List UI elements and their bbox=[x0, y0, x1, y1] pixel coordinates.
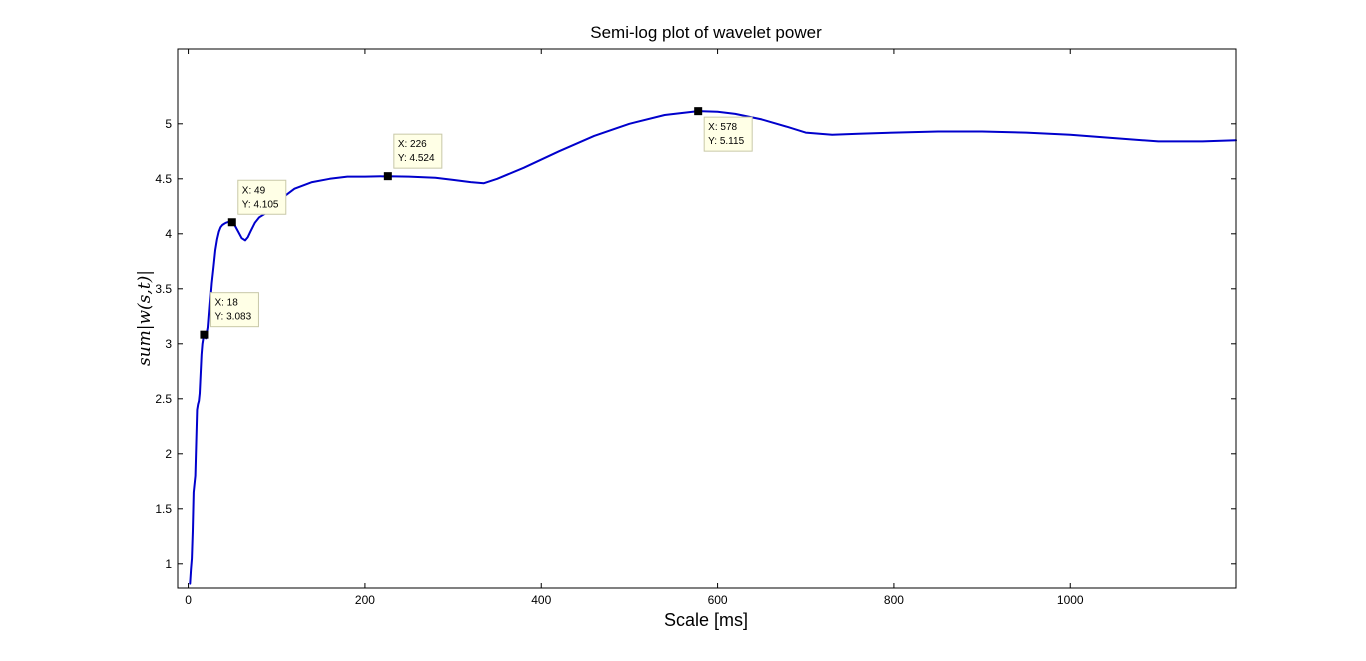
datatip-y-text: Y: 4.105 bbox=[242, 199, 279, 210]
datatip-y-text: Y: 5.115 bbox=[708, 136, 744, 147]
datatip-marker[interactable] bbox=[200, 330, 209, 339]
y-tick-label: 3.5 bbox=[155, 282, 172, 296]
x-axis-label: Scale [ms] bbox=[664, 610, 748, 630]
x-tick-label: 200 bbox=[355, 593, 375, 607]
chart-title: Semi-log plot of wavelet power bbox=[590, 23, 822, 42]
x-tick-label: 600 bbox=[708, 593, 728, 607]
y-tick-label: 2 bbox=[165, 447, 172, 461]
y-tick-label: 2.5 bbox=[155, 392, 172, 406]
datatip-box bbox=[237, 179, 287, 215]
datatip-x-text: X: 578 bbox=[708, 122, 737, 133]
datatip[interactable]: X: 226 Y: 4.524 bbox=[383, 133, 443, 181]
datatip-marker[interactable] bbox=[227, 218, 236, 227]
y-tick-label: 1.5 bbox=[155, 502, 172, 516]
y-tick-label: 4 bbox=[165, 227, 172, 241]
y-axis-label: sum|w(s,t)| bbox=[135, 270, 155, 366]
y-tick-label: 4.5 bbox=[155, 172, 172, 186]
datatip-x-text: X: 18 bbox=[214, 298, 238, 309]
datatips-layer: X: 18 Y: 3.083 X: 49 Y: 4.105 X: 226 Y: 4.524… bbox=[200, 107, 753, 339]
datatip-x-text: X: 49 bbox=[242, 185, 266, 196]
y-tick-label: 3 bbox=[165, 337, 172, 351]
datatip-y-text: Y: 4.524 bbox=[398, 153, 435, 164]
datatip-marker[interactable] bbox=[694, 107, 703, 116]
datatip[interactable]: X: 18 Y: 3.083 bbox=[200, 292, 259, 339]
datatip[interactable]: X: 578 Y: 5.115 bbox=[694, 107, 753, 152]
x-tick-label: 1000 bbox=[1057, 593, 1084, 607]
datatip-x-text: X: 226 bbox=[398, 139, 427, 150]
y-tick-label: 5 bbox=[165, 117, 172, 131]
datatip-box bbox=[209, 292, 259, 328]
data-line-layer bbox=[189, 110, 1237, 585]
x-tick-label: 800 bbox=[884, 593, 904, 607]
datatip[interactable]: X: 49 Y: 4.105 bbox=[227, 179, 287, 227]
x-tick-label: 0 bbox=[185, 593, 192, 607]
plot-frame bbox=[177, 48, 1237, 589]
x-tick-label: 400 bbox=[531, 593, 551, 607]
datatip-box bbox=[703, 116, 753, 152]
datatip-y-text: Y: 3.083 bbox=[214, 312, 251, 323]
datatip-marker[interactable] bbox=[383, 172, 392, 181]
datatip-box bbox=[393, 133, 443, 169]
axis-ticks: 0 200 400 600 800 1000 1 1.5 2 2.5 3 3.5 4 4.5 5 bbox=[155, 49, 1236, 607]
y-tick-label: 1 bbox=[165, 557, 172, 571]
series-line bbox=[189, 110, 1237, 585]
